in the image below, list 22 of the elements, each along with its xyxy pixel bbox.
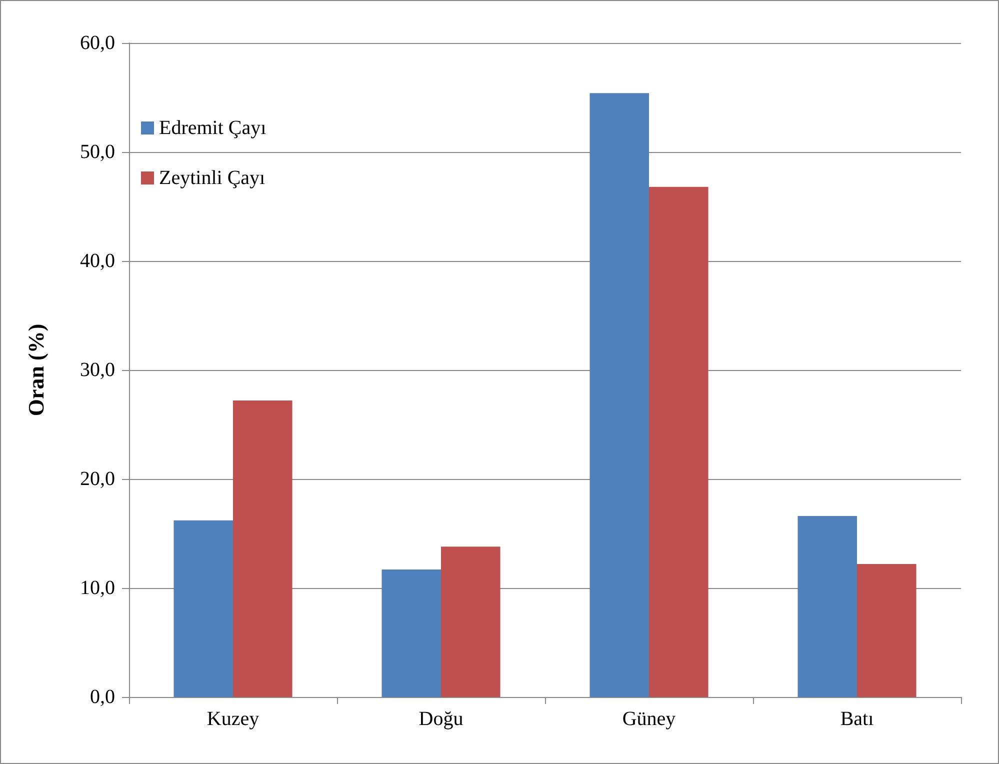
y-tick-label: 60,0 — [80, 32, 115, 54]
legend-label: Edremit Çayı — [159, 117, 267, 139]
y-axis-title: Oran (%) — [24, 324, 48, 416]
bar — [590, 93, 649, 697]
bar — [441, 546, 500, 697]
x-tick-label: Kuzey — [206, 708, 260, 730]
bar — [798, 516, 857, 697]
y-tick-label: 40,0 — [80, 250, 115, 272]
y-tick-label: 0,0 — [90, 686, 115, 708]
bar — [174, 520, 233, 697]
y-tick-label: 10,0 — [80, 577, 115, 599]
bar — [233, 400, 292, 697]
x-tick-label: Güney — [622, 708, 676, 730]
y-tick-label: 20,0 — [80, 468, 115, 490]
y-tick-label: 50,0 — [80, 141, 115, 163]
bar — [382, 569, 441, 697]
x-tick-label: Batı — [840, 708, 874, 730]
bar — [857, 564, 916, 697]
x-tick-label: Doğu — [418, 708, 464, 730]
bar — [649, 186, 708, 697]
legend-label: Zeytinli Çayı — [159, 167, 266, 189]
y-tick-label: 30,0 — [80, 359, 115, 381]
